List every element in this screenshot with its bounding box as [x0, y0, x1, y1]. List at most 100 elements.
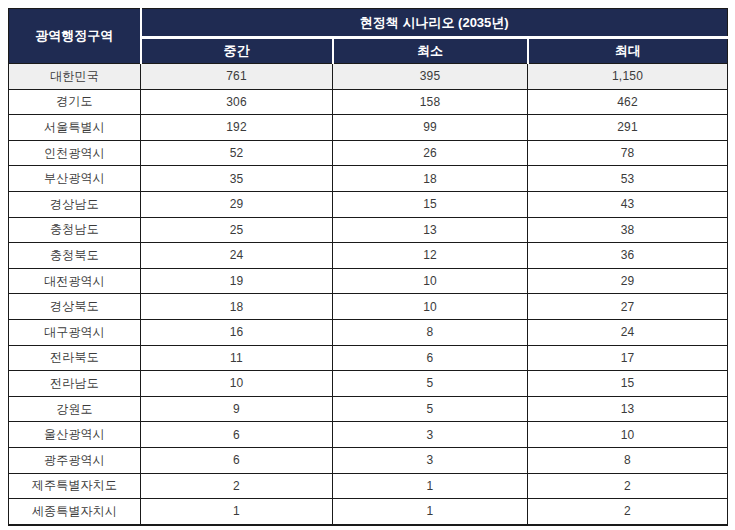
value-cell-mid: 2 [141, 473, 333, 499]
value-cell-max: 15 [528, 371, 728, 397]
scenario-title-header: 현정책 시나리오 (2035년) [141, 9, 728, 38]
value-cell-max: 17 [528, 345, 728, 371]
value-cell-max: 53 [528, 166, 728, 192]
region-cell: 제주특별자치도 [9, 473, 141, 499]
value-cell-mid: 761 [141, 64, 333, 90]
value-cell-max: 36 [528, 243, 728, 269]
region-cell: 충청북도 [9, 243, 141, 269]
region-column-header: 광역행정구역 [9, 9, 141, 64]
value-cell-mid: 29 [141, 191, 333, 217]
table-row: 광주광역시 6 3 8 [9, 447, 728, 473]
value-cell-mid: 16 [141, 319, 333, 345]
value-cell-mid: 24 [141, 243, 333, 269]
value-cell-max: 8 [528, 447, 728, 473]
value-cell-min: 15 [333, 191, 528, 217]
table-row: 제주특별자치도 2 1 2 [9, 473, 728, 499]
table-row: 서울특별시 192 99 291 [9, 115, 728, 141]
value-cell-min: 5 [333, 371, 528, 397]
table-row: 충청북도 24 12 36 [9, 243, 728, 269]
region-cell: 대전광역시 [9, 268, 141, 294]
column-header-mid: 중간 [141, 38, 333, 64]
region-cell: 울산광역시 [9, 422, 141, 448]
region-cell: 강원도 [9, 396, 141, 422]
value-cell-max: 38 [528, 217, 728, 243]
scenario-table: 광역행정구역 현정책 시나리오 (2035년) 중간 최소 최대 대한민국 76… [8, 8, 728, 526]
region-cell: 인천광역시 [9, 140, 141, 166]
region-cell: 전라남도 [9, 371, 141, 397]
table-row: 충청남도 25 13 38 [9, 217, 728, 243]
value-cell-max: 2 [528, 499, 728, 525]
region-cell: 경상북도 [9, 294, 141, 320]
value-cell-mid: 25 [141, 217, 333, 243]
value-cell-max: 1,150 [528, 64, 728, 90]
value-cell-max: 2 [528, 473, 728, 499]
region-cell: 서울특별시 [9, 115, 141, 141]
table-container: 광역행정구역 현정책 시나리오 (2035년) 중간 최소 최대 대한민국 76… [8, 8, 728, 526]
region-cell: 부산광역시 [9, 166, 141, 192]
value-cell-max: 291 [528, 115, 728, 141]
table-row: 경상북도 18 10 27 [9, 294, 728, 320]
value-cell-mid: 306 [141, 89, 333, 115]
value-cell-mid: 35 [141, 166, 333, 192]
value-cell-mid: 6 [141, 422, 333, 448]
value-cell-min: 3 [333, 447, 528, 473]
table-header: 광역행정구역 현정책 시나리오 (2035년) 중간 최소 최대 [9, 9, 728, 64]
page: 광역행정구역 현정책 시나리오 (2035년) 중간 최소 최대 대한민국 76… [0, 0, 735, 530]
value-cell-min: 13 [333, 217, 528, 243]
table-row: 대구광역시 16 8 24 [9, 319, 728, 345]
value-cell-mid: 192 [141, 115, 333, 141]
region-cell: 세종특별자치시 [9, 499, 141, 525]
value-cell-min: 1 [333, 499, 528, 525]
value-cell-max: 10 [528, 422, 728, 448]
value-cell-max: 78 [528, 140, 728, 166]
table-row: 부산광역시 35 18 53 [9, 166, 728, 192]
region-cell: 경기도 [9, 89, 141, 115]
value-cell-max: 24 [528, 319, 728, 345]
value-cell-min: 5 [333, 396, 528, 422]
region-cell: 충청남도 [9, 217, 141, 243]
region-cell: 전라북도 [9, 345, 141, 371]
value-cell-mid: 10 [141, 371, 333, 397]
table-row: 강원도 9 5 13 [9, 396, 728, 422]
value-cell-min: 6 [333, 345, 528, 371]
value-cell-max: 13 [528, 396, 728, 422]
table-row-total: 대한민국 761 395 1,150 [9, 64, 728, 90]
column-header-max: 최대 [528, 38, 728, 64]
table-row: 전라북도 11 6 17 [9, 345, 728, 371]
value-cell-mid: 1 [141, 499, 333, 525]
region-cell: 경상남도 [9, 191, 141, 217]
value-cell-min: 10 [333, 268, 528, 294]
table-row: 세종특별자치시 1 1 2 [9, 499, 728, 525]
value-cell-min: 1 [333, 473, 528, 499]
table-body: 대한민국 761 395 1,150 경기도 306 158 462 서울특별시… [9, 64, 728, 525]
value-cell-max: 29 [528, 268, 728, 294]
value-cell-min: 18 [333, 166, 528, 192]
region-cell: 대한민국 [9, 64, 141, 90]
region-cell: 광주광역시 [9, 447, 141, 473]
value-cell-mid: 18 [141, 294, 333, 320]
table-row: 경상남도 29 15 43 [9, 191, 728, 217]
header-row-1: 광역행정구역 현정책 시나리오 (2035년) [9, 9, 728, 38]
region-cell: 대구광역시 [9, 319, 141, 345]
value-cell-min: 99 [333, 115, 528, 141]
value-cell-mid: 19 [141, 268, 333, 294]
table-row: 울산광역시 6 3 10 [9, 422, 728, 448]
value-cell-min: 8 [333, 319, 528, 345]
value-cell-mid: 9 [141, 396, 333, 422]
table-row: 인천광역시 52 26 78 [9, 140, 728, 166]
value-cell-max: 27 [528, 294, 728, 320]
table-row: 전라남도 10 5 15 [9, 371, 728, 397]
value-cell-max: 43 [528, 191, 728, 217]
value-cell-min: 158 [333, 89, 528, 115]
value-cell-min: 3 [333, 422, 528, 448]
table-row: 경기도 306 158 462 [9, 89, 728, 115]
value-cell-min: 10 [333, 294, 528, 320]
value-cell-mid: 52 [141, 140, 333, 166]
value-cell-mid: 11 [141, 345, 333, 371]
column-header-min: 최소 [333, 38, 528, 64]
value-cell-min: 12 [333, 243, 528, 269]
table-row: 대전광역시 19 10 29 [9, 268, 728, 294]
value-cell-min: 26 [333, 140, 528, 166]
value-cell-mid: 6 [141, 447, 333, 473]
value-cell-min: 395 [333, 64, 528, 90]
